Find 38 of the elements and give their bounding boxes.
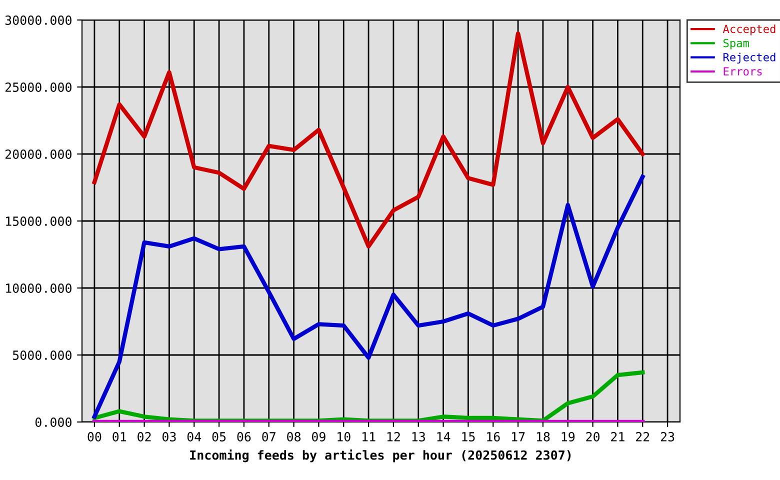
x-tick-label: 11 <box>362 432 376 442</box>
x-tick-label: 15 <box>462 432 475 442</box>
x-tick-label: 20 <box>586 432 600 442</box>
x-tick-label: 13 <box>412 432 425 442</box>
y-tick-label: 15000.000 <box>6 216 72 226</box>
x-tick-label: 02 <box>138 432 151 442</box>
x-tick-label: 03 <box>162 432 176 442</box>
y-tick-label: 0.000 <box>35 418 72 427</box>
x-tick-label: 01 <box>112 432 126 442</box>
x-tick-label: 21 <box>611 432 624 442</box>
x-tick-label: 09 <box>312 432 326 442</box>
x-tick-label: 18 <box>536 432 550 442</box>
x-tick-label: 10 <box>338 432 350 442</box>
x-tick-label: 22 <box>636 432 650 442</box>
x-tick-label: 14 <box>437 432 450 442</box>
y-tick-label: 10000.000 <box>6 284 72 293</box>
x-axis-title: Incoming feeds by articles per hour (20250612 2307) <box>190 449 571 462</box>
line-series <box>92 174 645 419</box>
y-tick-label: 20000.000 <box>5 150 72 159</box>
x-tick-label: 19 <box>562 432 575 442</box>
x-tick-label: 04 <box>187 432 202 442</box>
x-tick-label: 06 <box>237 432 251 442</box>
legend-label: Accepted <box>722 24 776 36</box>
line-series <box>92 31 645 249</box>
y-tick-label: 25000.000 <box>5 82 72 92</box>
x-tick-label: 12 <box>387 432 400 442</box>
legend-label: Spam <box>723 38 749 50</box>
y-tick-label: 5000.000 <box>12 350 72 360</box>
y-tick-label: 30000.000 <box>5 16 72 25</box>
legend-label: Rejected <box>724 52 776 64</box>
x-tick-label: 05 <box>212 432 226 442</box>
x-tick-label: 07 <box>262 432 276 442</box>
x-tick-label: 08 <box>287 432 301 442</box>
x-tick-label: 17 <box>512 432 525 442</box>
x-tick-label: 00 <box>88 432 102 442</box>
x-tick-label: 23 <box>660 432 674 442</box>
legend-label: Errors <box>724 67 762 76</box>
x-tick-label: 16 <box>487 432 500 442</box>
